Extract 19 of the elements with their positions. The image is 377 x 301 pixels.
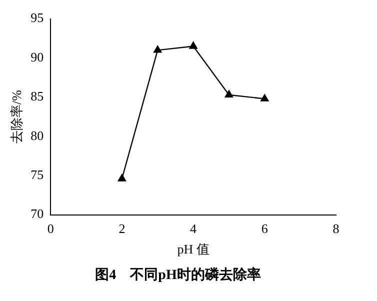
y-axis-title: 去除率/% xyxy=(9,90,24,144)
x-tick-label: 8 xyxy=(332,221,340,236)
point xyxy=(224,90,234,98)
x-tick-label: 4 xyxy=(190,221,198,236)
y-tick-label: 75 xyxy=(30,167,44,182)
point xyxy=(260,94,269,102)
y-tick-label: 85 xyxy=(30,88,44,104)
y-tick-label: 95 xyxy=(30,10,44,26)
point xyxy=(189,42,198,49)
point xyxy=(118,174,126,182)
y-tick-label: 70 xyxy=(30,206,44,222)
y-tick-label: 80 xyxy=(30,128,44,143)
x-tick-label: 2 xyxy=(118,221,126,236)
x-axis-title: pH 值 xyxy=(177,242,210,257)
x-tick-label: 6 xyxy=(261,221,268,236)
text: 图4 不同pH时的磷去除率 xyxy=(94,266,262,284)
point xyxy=(154,46,162,53)
y-tick-label: 90 xyxy=(30,49,44,64)
x-tick-label: 0 xyxy=(47,221,54,236)
